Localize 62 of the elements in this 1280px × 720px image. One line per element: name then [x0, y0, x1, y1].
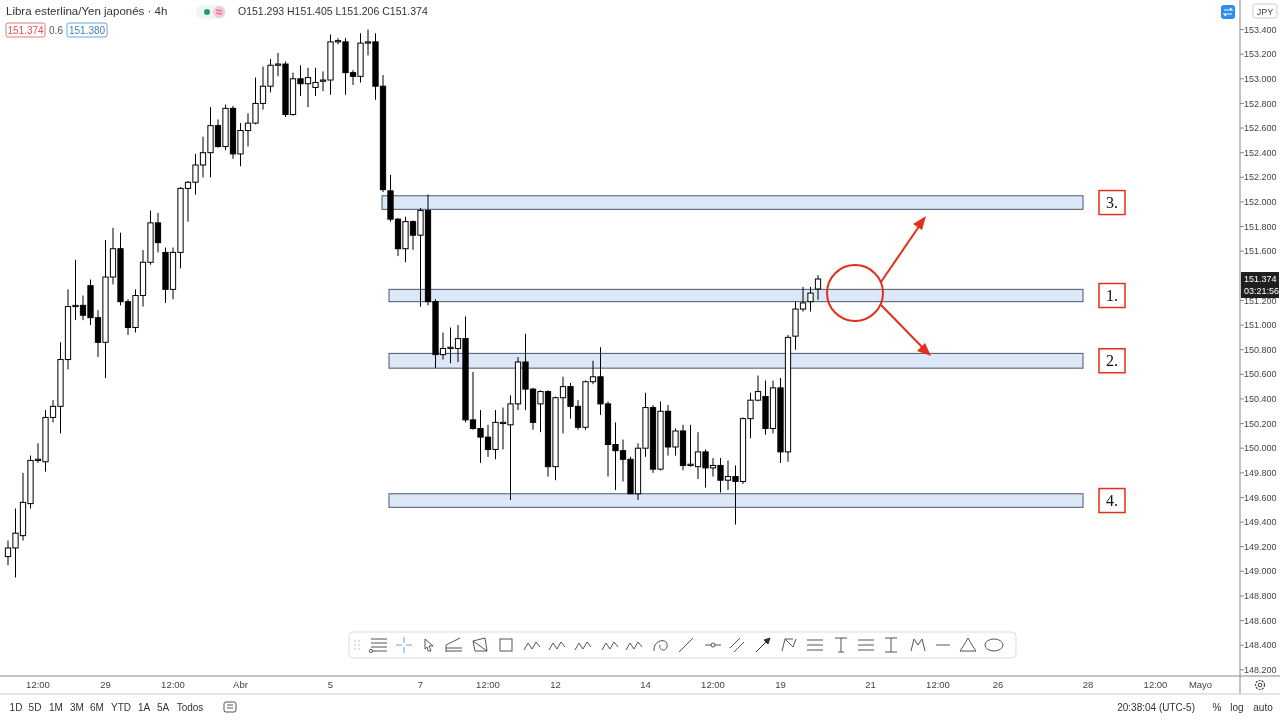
- x-tick-label: Mayo: [1188, 679, 1213, 690]
- x-tick-label: 12:00: [926, 679, 950, 690]
- y-tick-label: 149.200: [1244, 541, 1277, 552]
- text: log: [1230, 702, 1244, 713]
- chart-title: Libra esterlina/Yen japonés · 4h: [6, 5, 168, 17]
- band-label: 2.: [1106, 352, 1118, 370]
- y-tick-label: 148.400: [1244, 640, 1277, 651]
- x-tick-label: 19: [775, 679, 786, 690]
- candlestick: [807, 286, 814, 313]
- y-tick-label: 148.600: [1244, 615, 1277, 626]
- band-label: 4.: [1106, 492, 1118, 510]
- y-tick-label: 151.200: [1244, 295, 1277, 306]
- x-tick-label: 26: [992, 679, 1004, 690]
- text: 151.374: [1244, 274, 1277, 285]
- x-tick-label: 12:00: [26, 679, 50, 690]
- x-tick-label: 29: [100, 679, 111, 690]
- y-tick-label: 152.800: [1244, 98, 1277, 109]
- y-tick-label: 149.600: [1244, 492, 1277, 503]
- x-tick-label: 14: [640, 679, 651, 690]
- y-tick-label: 150.800: [1244, 344, 1277, 355]
- y-tick-label: 151.800: [1244, 221, 1277, 232]
- text: 03:21:56: [1244, 286, 1280, 297]
- y-tick-label: 149.000: [1244, 566, 1277, 577]
- annotation: O151.293 H151.405 L151.206 C151.374: [238, 5, 428, 17]
- annotation: 151.380: [68, 24, 106, 36]
- band-label: 3.: [1106, 194, 1118, 212]
- y-tick-label: 153.200: [1244, 49, 1277, 60]
- y-tick-label: 153.000: [1244, 73, 1277, 84]
- y-tick-label: 149.400: [1244, 517, 1277, 528]
- y-tick-label: 150.600: [1244, 369, 1277, 380]
- text: 1D 5D 1M 3M 6M YTD 1A 5A Todos: [9, 702, 204, 713]
- y-tick-label: 152.600: [1244, 123, 1277, 134]
- x-tick-label: 12:00: [701, 679, 725, 690]
- x-tick-label: 7: [417, 679, 424, 690]
- x-tick-label: 12: [550, 679, 561, 690]
- text: auto: [1253, 702, 1274, 713]
- x-tick-label: 5: [327, 679, 334, 690]
- y-tick-label: 152.200: [1244, 172, 1277, 183]
- y-tick-label: 153.400: [1244, 24, 1277, 35]
- y-tick-label: 151.000: [1244, 320, 1277, 331]
- band-label: 1.: [1106, 287, 1118, 305]
- y-tick-label: 150.200: [1244, 418, 1277, 429]
- x-tick-label: 12:00: [1143, 679, 1168, 690]
- y-tick-label: 150.400: [1244, 394, 1277, 405]
- candlestick: [814, 274, 822, 301]
- x-tick-label: 12:00: [161, 679, 185, 690]
- text: JPY: [1256, 6, 1274, 17]
- x-tick-label: Abr: [233, 679, 248, 690]
- annotation: 151.374: [7, 24, 45, 36]
- x-tick-label: 12:00: [476, 679, 500, 690]
- y-tick-label: 152.000: [1244, 197, 1277, 208]
- y-tick-label: 150.000: [1244, 443, 1277, 454]
- x-tick-label: 28: [1082, 679, 1094, 690]
- y-tick-label: 149.800: [1244, 467, 1277, 478]
- x-tick-label: 21: [865, 679, 876, 690]
- text: %: [1212, 702, 1222, 713]
- y-tick-label: 152.400: [1244, 147, 1277, 158]
- text: 20:38:04 (UTC-5): [1117, 702, 1195, 713]
- y-tick-label: 151.600: [1244, 246, 1277, 257]
- annotation: 0.6: [49, 24, 64, 36]
- y-tick-label: 148.800: [1244, 591, 1277, 602]
- y-tick-label: 148.200: [1244, 664, 1277, 675]
